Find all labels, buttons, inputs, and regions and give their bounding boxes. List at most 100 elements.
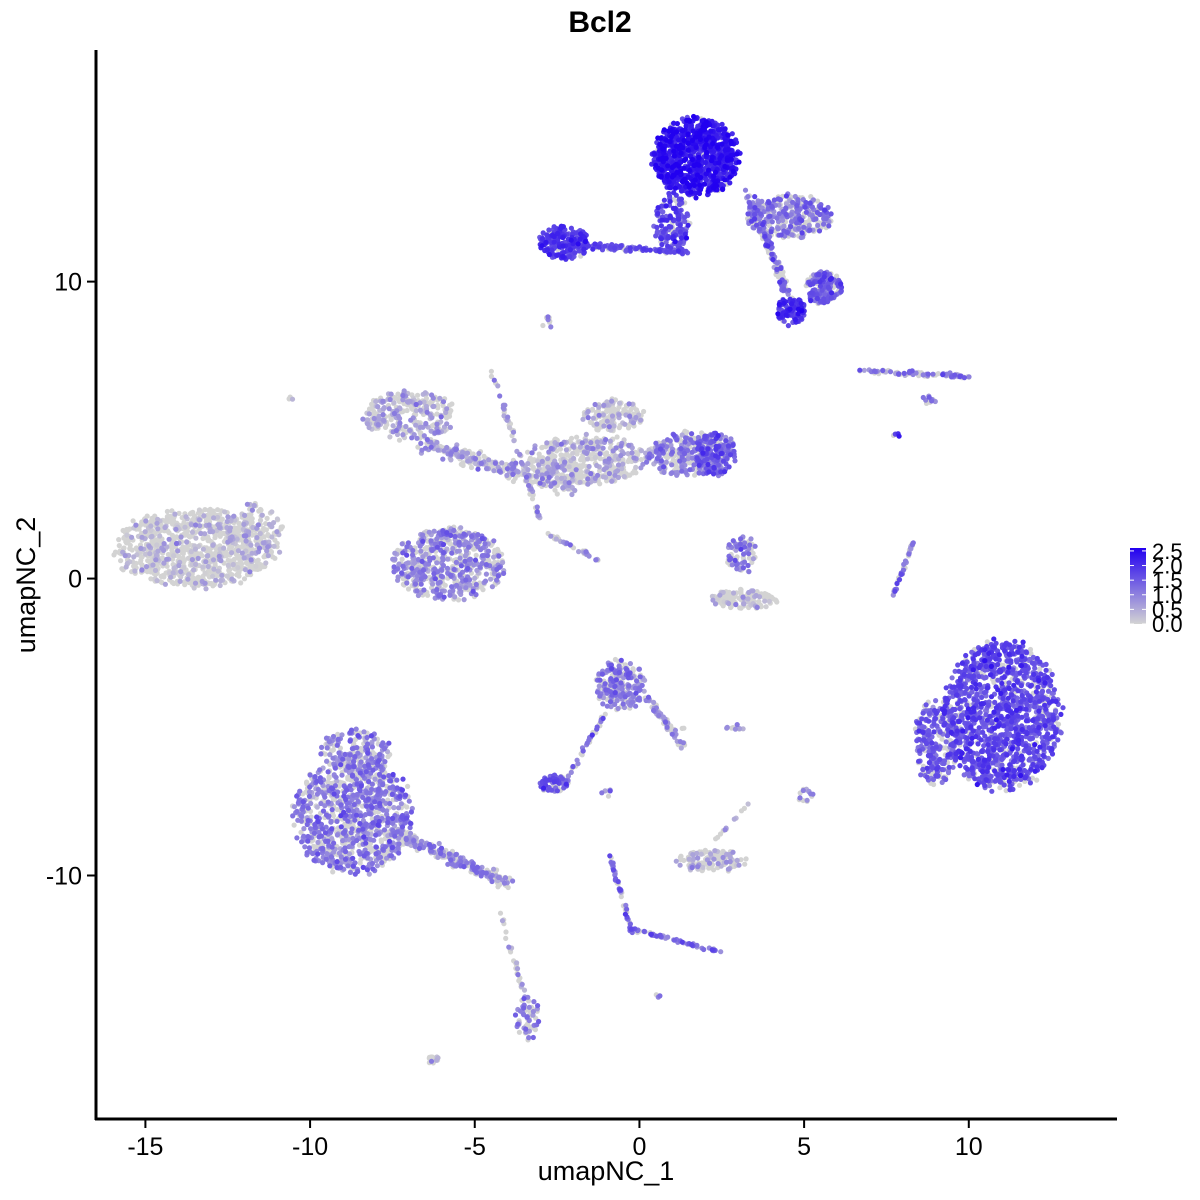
cell-point (552, 453, 558, 459)
cell-point (630, 420, 637, 426)
cell-point (516, 1029, 523, 1035)
cell-point (472, 575, 478, 581)
cell-point (148, 576, 154, 582)
cell-point (185, 576, 191, 582)
cell-point (609, 413, 616, 419)
cell-point (491, 468, 497, 474)
cell-point (243, 538, 249, 544)
cell-point (168, 574, 174, 580)
cell-point (750, 556, 757, 562)
cell-point (122, 553, 128, 559)
cell-point (511, 438, 517, 444)
cell-point (448, 457, 454, 463)
cell-point (164, 516, 170, 522)
cell-point (146, 543, 152, 549)
cell-point (193, 535, 199, 541)
cell-point (495, 383, 501, 389)
cell-point (175, 548, 181, 554)
cell-point (230, 561, 236, 568)
cell-point (514, 960, 520, 966)
cell-point (566, 464, 572, 470)
cell-point (229, 544, 235, 550)
cell-point (746, 589, 752, 596)
cell-point (199, 553, 205, 559)
cell-point (401, 388, 407, 394)
cell-point (497, 910, 504, 916)
cell-point (266, 521, 272, 528)
cell-point (376, 416, 382, 422)
cell-point (154, 578, 160, 584)
cell-point (422, 546, 428, 552)
cell-point (249, 516, 255, 522)
cell-points-layer (111, 113, 1066, 1066)
cell-point (815, 198, 821, 204)
cell-point (731, 590, 737, 596)
cell-point (249, 550, 255, 556)
cell-point (571, 455, 577, 461)
cell-point (207, 529, 213, 535)
cell-point (588, 440, 594, 446)
cell-point (415, 592, 421, 599)
cell-point (261, 540, 267, 546)
cell-point (429, 423, 435, 429)
cell-point (221, 530, 227, 537)
cell-point (417, 407, 423, 413)
cell-point (202, 570, 208, 576)
cell-point (597, 481, 603, 487)
cell-point (435, 405, 441, 411)
cell-point (205, 563, 211, 570)
cell-point (308, 814, 314, 820)
cell-point (450, 545, 456, 552)
cell-point (743, 856, 749, 862)
cell-point (225, 514, 231, 520)
cell-point (269, 534, 275, 540)
cell-point (712, 601, 719, 607)
cell-point (229, 576, 235, 582)
cell-point (124, 532, 130, 538)
cell-point (539, 445, 545, 451)
cell-point (184, 539, 190, 545)
cell-point (242, 512, 248, 519)
cell-point (259, 512, 265, 518)
cell-point (763, 604, 769, 610)
cell-point (594, 462, 600, 469)
cell-point (200, 546, 206, 552)
cell-point (154, 542, 160, 548)
cell-point (614, 468, 621, 474)
cell-point (455, 597, 462, 603)
cell-point (612, 472, 618, 478)
cell-point (530, 465, 536, 471)
cell-point (726, 600, 732, 607)
cell-point (212, 535, 218, 541)
cell-point (544, 440, 550, 446)
cell-point (186, 572, 192, 578)
cell-point (210, 542, 216, 548)
cell-point (633, 470, 639, 476)
cell-point (202, 580, 208, 586)
cell-point (161, 547, 167, 554)
cell-point (155, 526, 161, 532)
cell-point (151, 517, 157, 523)
cell-point (235, 565, 241, 571)
cell-point (193, 561, 199, 568)
cell-point (224, 518, 230, 525)
cell-point (586, 463, 592, 470)
cell-point (184, 528, 191, 534)
cell-point (143, 518, 149, 524)
cell-point (405, 783, 411, 790)
cell-point (116, 537, 122, 543)
cell-point (327, 761, 333, 767)
cell-point (499, 918, 506, 924)
cell-point (638, 417, 644, 423)
cell-point (162, 524, 168, 531)
cell-point (554, 475, 560, 481)
cell-point (170, 570, 176, 576)
cell-point (241, 555, 247, 561)
cell-point (213, 577, 219, 583)
cell-point (400, 432, 406, 438)
cell-point (766, 598, 772, 604)
cell-point (560, 485, 566, 491)
cell-point (178, 534, 184, 540)
cell-point (434, 411, 440, 417)
cell-point (236, 520, 242, 527)
